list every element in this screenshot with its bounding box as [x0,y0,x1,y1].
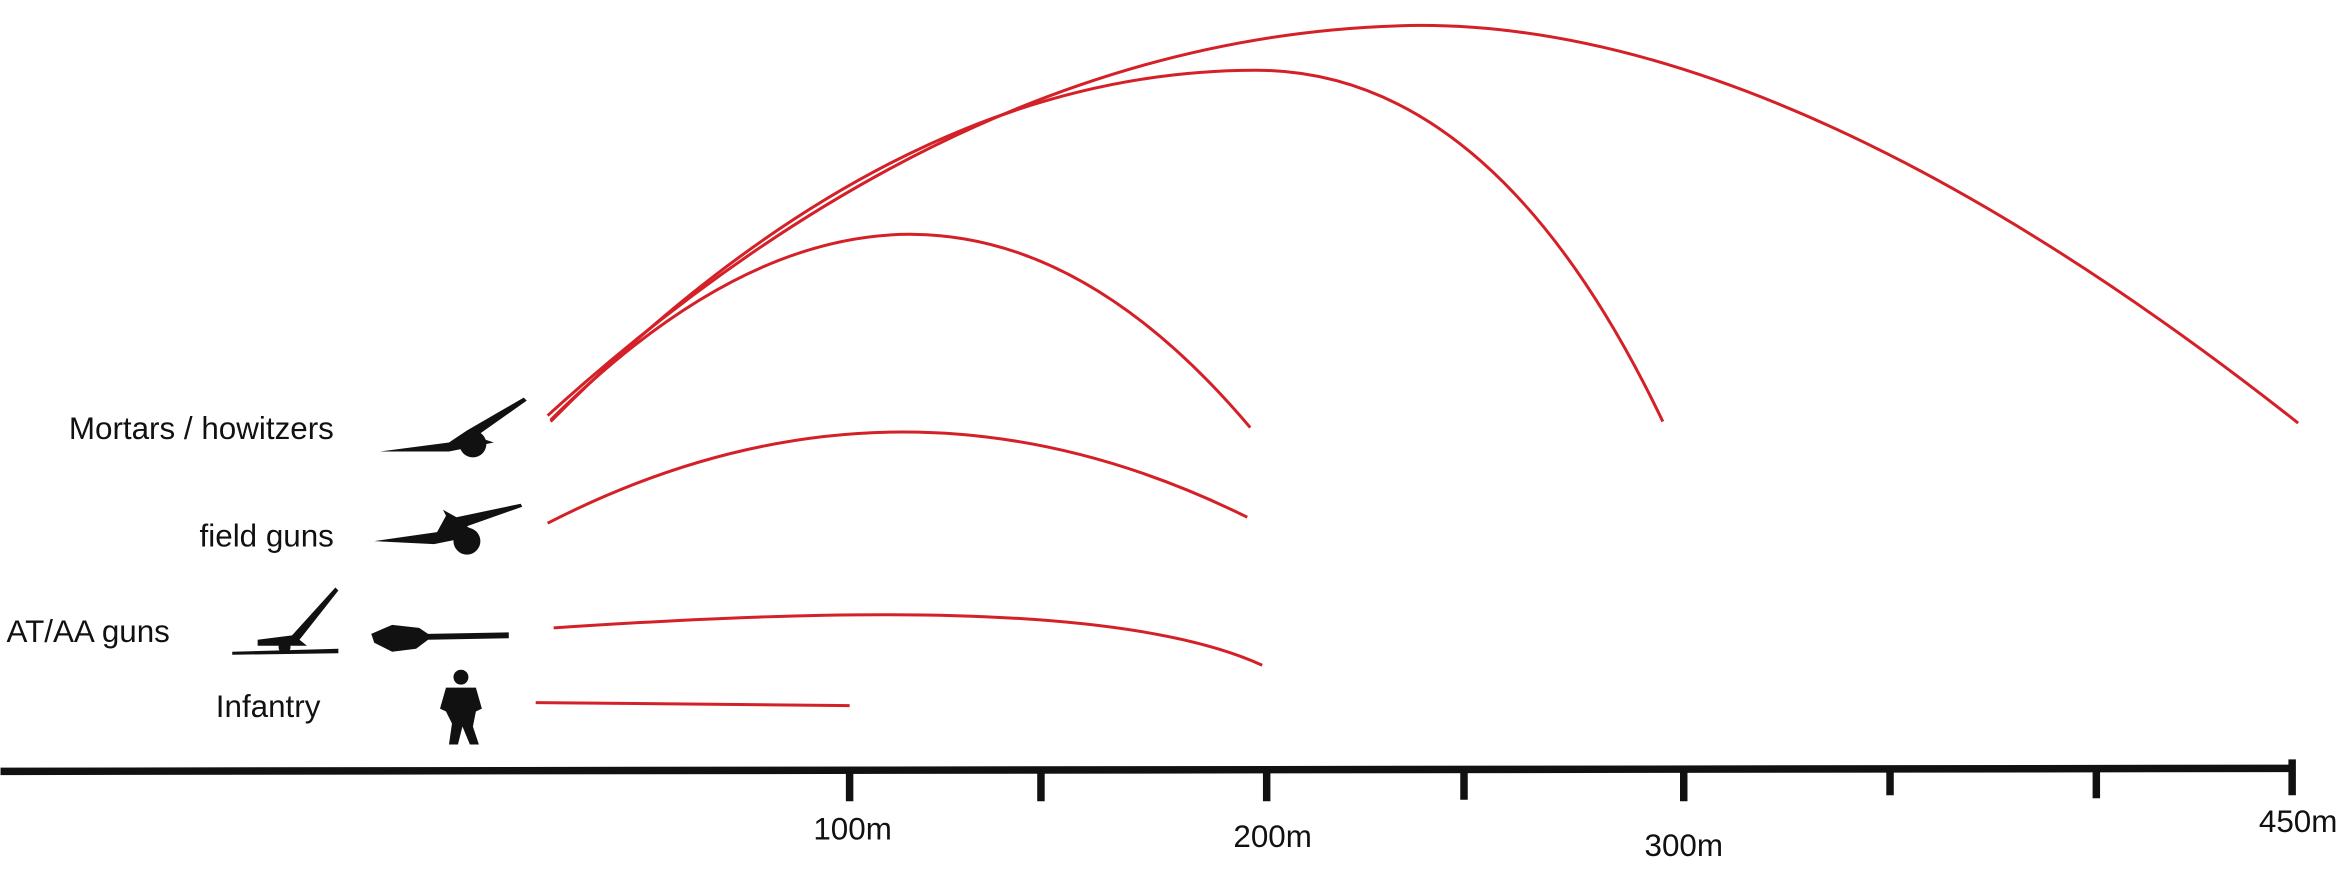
distance-label: 450m [2259,804,2337,839]
infantry-range [535,701,850,708]
at-gun-icon [371,624,509,652]
howitzer-range [549,68,1665,423]
long-howitzer-range [546,23,2300,425]
weapon-label: Infantry [216,689,321,724]
distance-label: 200m [1233,819,1311,854]
at-aa-range [553,613,1263,667]
weapon-label: field guns [200,518,334,553]
distance-label: 100m [813,811,891,846]
howitzer-icon [380,397,527,458]
distance-label: 300m [1645,828,1723,863]
distance-axis [0,759,2296,802]
aa-gun-icon [232,587,339,655]
field-gun-range [546,430,1248,525]
field-gun-icon [374,503,523,555]
mortar-range [549,232,1252,429]
infantry-icon [440,669,482,745]
weapon-label: AT/AA guns [7,614,170,649]
weapon-label: Mortars / howitzers [69,411,334,446]
